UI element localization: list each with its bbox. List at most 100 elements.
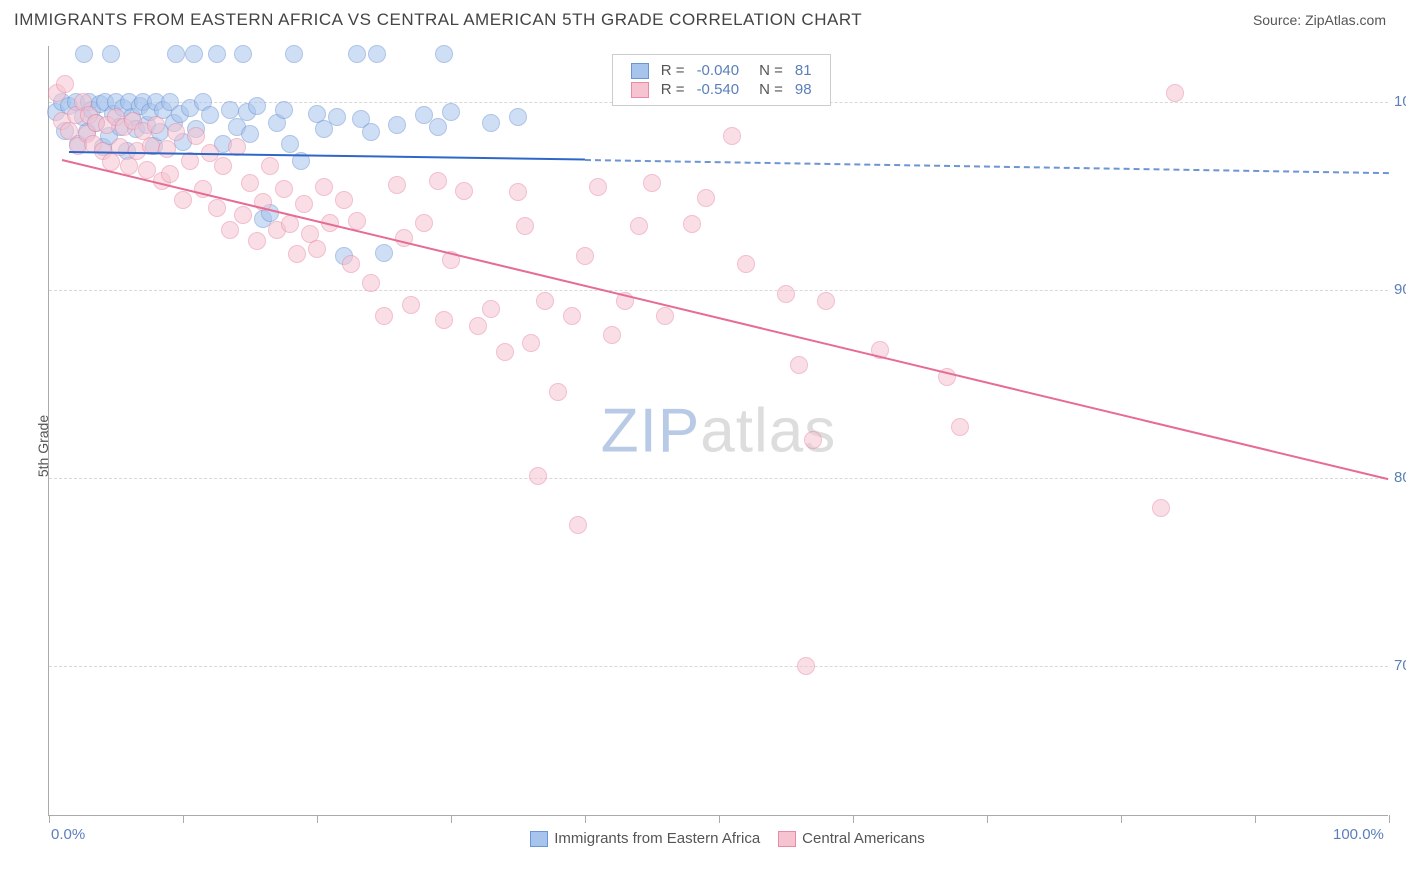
y-tick-label: 70.0%	[1394, 657, 1406, 674]
scatter-point	[295, 195, 313, 213]
scatter-point	[201, 106, 219, 124]
x-tick	[451, 815, 452, 823]
scatter-point	[777, 285, 795, 303]
scatter-point	[469, 317, 487, 335]
watermark-zip: ZIP	[601, 396, 700, 465]
scatter-point	[56, 75, 74, 93]
gridline	[49, 666, 1388, 667]
legend-swatch	[631, 82, 649, 98]
watermark: ZIPatlas	[601, 395, 836, 466]
scatter-point	[208, 199, 226, 217]
gridline	[49, 290, 1388, 291]
scatter-point	[683, 215, 701, 233]
correlation-legend: R =-0.040N =81R =-0.540N =98	[612, 54, 831, 106]
scatter-point	[261, 157, 279, 175]
trend-line	[585, 159, 1389, 174]
x-tick	[1389, 815, 1390, 823]
scatter-point	[509, 183, 527, 201]
legend-swatch	[530, 831, 548, 847]
scatter-point	[348, 45, 366, 63]
scatter-point	[368, 45, 386, 63]
scatter-point	[275, 101, 293, 119]
scatter-point	[335, 191, 353, 209]
legend-swatch	[631, 63, 649, 79]
series-legend: Immigrants from Eastern AfricaCentral Am…	[49, 830, 1388, 847]
scatter-point	[435, 45, 453, 63]
y-tick-label: 80.0%	[1394, 469, 1406, 486]
scatter-point	[569, 516, 587, 534]
scatter-point	[208, 45, 226, 63]
x-tick	[183, 815, 184, 823]
y-tick-label: 100.0%	[1394, 93, 1406, 110]
trend-line	[69, 151, 585, 161]
scatter-point	[234, 45, 252, 63]
scatter-point	[516, 217, 534, 235]
scatter-point	[603, 326, 621, 344]
scatter-point	[147, 116, 165, 134]
scatter-point	[388, 116, 406, 134]
scatter-point	[797, 657, 815, 675]
scatter-point	[248, 97, 266, 115]
scatter-point	[549, 383, 567, 401]
scatter-point	[241, 174, 259, 192]
scatter-point	[362, 123, 380, 141]
scatter-point	[167, 123, 185, 141]
scatter-point	[221, 101, 239, 119]
source-label: Source:	[1253, 12, 1305, 28]
scatter-point	[429, 172, 447, 190]
legend-R-value: -0.540	[691, 80, 746, 99]
scatter-point	[285, 45, 303, 63]
trend-line	[62, 159, 1389, 480]
gridline	[49, 478, 1388, 479]
scatter-point	[315, 178, 333, 196]
scatter-point	[817, 292, 835, 310]
scatter-point	[308, 240, 326, 258]
x-tick	[585, 815, 586, 823]
scatter-point	[75, 45, 93, 63]
scatter-point	[375, 244, 393, 262]
legend-N-label: N =	[745, 80, 789, 99]
scatter-point	[1166, 84, 1184, 102]
source-value: ZipAtlas.com	[1305, 12, 1386, 28]
scatter-point	[161, 165, 179, 183]
scatter-point	[482, 114, 500, 132]
scatter-point	[563, 307, 581, 325]
legend-N-value: 81	[789, 61, 818, 80]
scatter-point	[529, 467, 547, 485]
legend-N-value: 98	[789, 80, 818, 99]
scatter-point	[102, 45, 120, 63]
plot-area: ZIPatlas 70.0%80.0%90.0%100.0%0.0%100.0%…	[48, 46, 1388, 816]
x-tick	[49, 815, 50, 823]
scatter-point	[402, 296, 420, 314]
legend-series-label: Immigrants from Eastern Africa	[554, 830, 760, 847]
scatter-point	[288, 245, 306, 263]
scatter-point	[723, 127, 741, 145]
scatter-point	[737, 255, 755, 273]
scatter-point	[158, 140, 176, 158]
scatter-point	[630, 217, 648, 235]
legend-R-value: -0.040	[691, 61, 746, 80]
x-tick	[987, 815, 988, 823]
scatter-point	[522, 334, 540, 352]
scatter-point	[348, 212, 366, 230]
scatter-point	[174, 191, 192, 209]
scatter-point	[221, 221, 239, 239]
scatter-point	[643, 174, 661, 192]
scatter-point	[241, 125, 259, 143]
scatter-point	[275, 180, 293, 198]
legend-R-label: R =	[655, 80, 691, 99]
scatter-point	[589, 178, 607, 196]
scatter-point	[951, 418, 969, 436]
scatter-point	[482, 300, 500, 318]
scatter-point	[804, 431, 822, 449]
scatter-point	[790, 356, 808, 374]
scatter-point	[656, 307, 674, 325]
x-tick	[1255, 815, 1256, 823]
y-tick-label: 90.0%	[1394, 281, 1406, 298]
scatter-point	[455, 182, 473, 200]
plot-canvas: ZIPatlas 70.0%80.0%90.0%100.0%0.0%100.0%…	[48, 46, 1388, 816]
scatter-point	[435, 311, 453, 329]
scatter-point	[362, 274, 380, 292]
scatter-point	[697, 189, 715, 207]
scatter-point	[429, 118, 447, 136]
